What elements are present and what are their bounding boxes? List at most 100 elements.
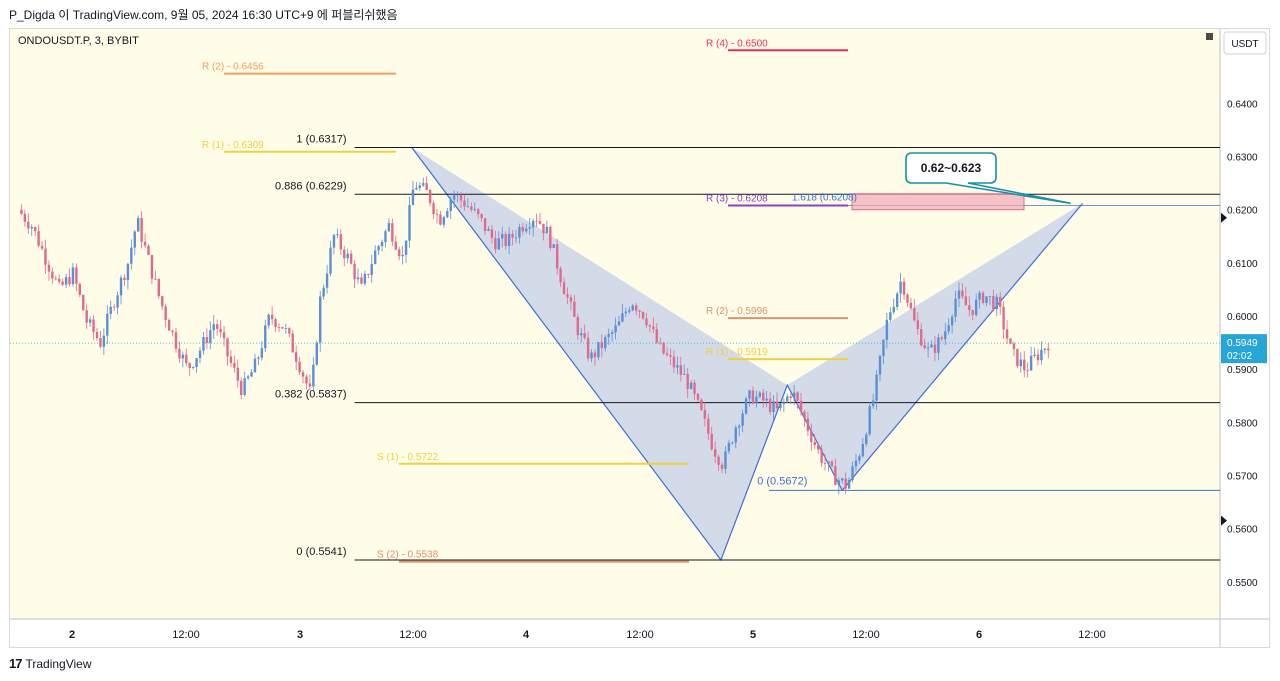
candle-body <box>133 231 136 248</box>
candle-body <box>865 434 868 444</box>
candle-body <box>799 400 803 412</box>
candle-body <box>178 348 181 359</box>
candle-body <box>617 321 621 326</box>
candle-body <box>102 335 106 347</box>
candle-body <box>54 278 57 280</box>
candle-body <box>992 296 995 310</box>
candle-body <box>1009 338 1012 344</box>
candle-body <box>195 358 198 367</box>
candle-body <box>806 418 810 431</box>
candle-body <box>380 242 384 247</box>
candle-body <box>20 209 23 214</box>
candle-body <box>576 316 579 336</box>
candle-body <box>731 442 734 444</box>
candle-body <box>634 305 638 311</box>
fib-level-label: 0.886 (0.6229) <box>275 180 347 192</box>
candle-body <box>312 364 315 387</box>
candle-body <box>422 183 425 186</box>
candle-body <box>586 337 590 359</box>
candle-body <box>665 353 669 356</box>
scale-toggle-icon[interactable] <box>1206 33 1213 40</box>
x-tick-label: 12:00 <box>399 629 427 641</box>
candle-body <box>1023 359 1026 371</box>
candle-body <box>796 392 799 401</box>
candle-body <box>762 392 765 401</box>
candle-body <box>294 352 298 362</box>
candle-body <box>85 310 88 323</box>
candle-body <box>507 233 511 246</box>
candle-body <box>68 277 71 285</box>
candle-body <box>511 233 514 238</box>
chart-frame[interactable]: 1 (0.6317) 0.886 (0.6229) 0.382 (0.5837) 0 … <box>9 28 1270 648</box>
target-callout-box <box>905 152 1071 205</box>
candle-body <box>281 327 284 329</box>
candle-body <box>528 227 531 229</box>
target-zone <box>851 193 1025 211</box>
candle-body <box>384 231 387 243</box>
candle-body <box>573 301 576 317</box>
candle-body <box>394 241 397 250</box>
candle-body <box>552 244 555 248</box>
candle-body <box>899 281 902 294</box>
support-label: S (2) - 0.5538 <box>377 550 439 561</box>
candle-body <box>600 342 604 349</box>
candle-body <box>377 246 380 251</box>
price-chart[interactable]: 1 (0.6317) 0.886 (0.6229) 0.382 (0.5837) 0 … <box>10 29 1269 647</box>
candle-body <box>854 460 858 467</box>
candle-body <box>624 311 628 314</box>
candle-body <box>167 319 171 331</box>
candle-body <box>734 427 737 443</box>
x-tick-label: 5 <box>750 629 756 641</box>
candle-body <box>452 195 456 200</box>
candle-body <box>332 234 336 248</box>
zero-level-label: 0 (0.5672) <box>757 475 807 487</box>
candle-body <box>717 456 720 465</box>
candle-body <box>610 332 614 335</box>
candle-body <box>947 325 950 332</box>
candle-body <box>61 281 64 285</box>
candle-body <box>535 220 538 222</box>
candle-body <box>710 433 713 450</box>
candle-body <box>233 362 236 368</box>
candle-body <box>683 373 686 375</box>
candle-body <box>830 461 834 467</box>
pivot-left-label: R (2) - 0.6456 <box>202 62 264 73</box>
candle-body <box>693 382 696 394</box>
candle-body <box>916 320 919 330</box>
currency-badge-box[interactable] <box>1223 31 1267 55</box>
candle-body <box>765 398 768 401</box>
candle-body <box>298 361 301 373</box>
candle-body <box>902 281 906 295</box>
candle-body <box>470 206 473 210</box>
candle-body <box>689 382 693 389</box>
candle-body <box>628 310 631 312</box>
candle-body <box>868 406 871 435</box>
candle-body <box>504 234 507 246</box>
last-price-countdown: 02:02 <box>1227 351 1252 362</box>
candle-body <box>1002 306 1005 330</box>
candle-body <box>185 354 188 364</box>
candle-body <box>961 290 964 297</box>
candle-body <box>604 337 607 349</box>
candle-body <box>428 189 432 204</box>
candle-body <box>737 425 741 428</box>
candle-body <box>116 295 119 308</box>
candle-body <box>964 296 968 306</box>
candle-body <box>937 337 940 353</box>
candle-body <box>411 189 415 206</box>
candle-body <box>648 325 652 327</box>
currency-label[interactable]: USDT <box>1231 39 1258 50</box>
candle-body <box>473 209 476 211</box>
candle-body <box>638 310 641 312</box>
candle-body <box>837 480 840 485</box>
candle-body <box>968 305 971 311</box>
candle-body <box>75 267 78 284</box>
candle-body <box>415 187 418 190</box>
candle-body <box>112 306 116 308</box>
candle-body <box>322 287 325 297</box>
candle-body <box>1036 354 1040 361</box>
fib-level-label: 1 (0.6317) <box>296 134 346 146</box>
candle-body <box>593 352 597 358</box>
candle-body <box>607 334 610 338</box>
candle-body <box>792 392 796 398</box>
